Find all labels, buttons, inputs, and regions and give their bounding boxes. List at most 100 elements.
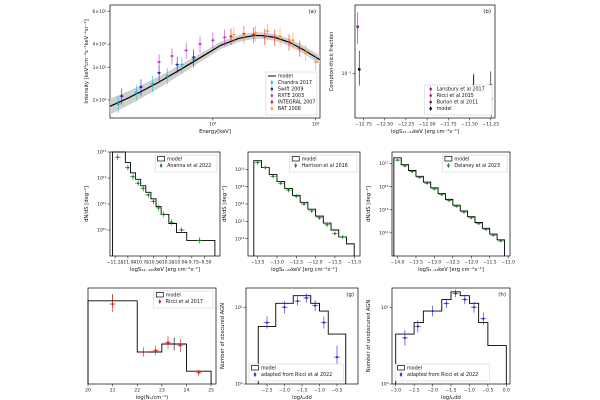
series-ananna-et-al-2022 [114,154,203,244]
data-point [211,39,215,42]
data-point [477,222,480,225]
x-tick-label: 0.0 [503,388,510,394]
x-tick-label: −10.75 [132,260,149,266]
x-tick-label: −12.0 [464,260,478,266]
y-tick-label: 10¹⁵ [379,184,389,190]
x-tick-label: −10.50 [145,260,162,266]
x-tick-label: 20 [85,388,91,394]
data-point [157,206,160,209]
y-axis-label: Compton-thick fraction [329,32,335,92]
series-delaney-et-al-2023 [394,158,504,243]
legend-label: adapted from Ricci et al 2022 [407,372,478,378]
panel-h: −3.0 −2.5 −2.0 −1.5 −1.0 −0.5 0.0 10⁰ 10¹ logλₑdd… [366,287,511,400]
y-axis-label: dN/dS [deg⁻²] [366,186,372,222]
series-chandra-2017 [116,51,196,113]
y-tick-label: 10¹² [235,236,245,242]
legend-marker [429,94,433,97]
legend-marker [429,87,433,91]
legend-swatch [444,156,453,162]
legend-marker [270,107,274,110]
panel-label: (a) [308,9,316,15]
x-tick-label: −11.5 [328,260,342,266]
panel-g: −2.5 −2.0 −1.5 −1.0 −0.5 10⁰ 10¹ logλₑdd Number … [220,287,359,400]
model-line [109,34,321,107]
data-point [166,341,170,344]
data-point [278,35,282,38]
x-tick-label: −0.5 [482,388,493,394]
y-axis-label: Intensity [keV²cm⁻²s⁻¹keV⁻¹sr⁻¹] [84,19,90,103]
legend-marker [270,81,274,84]
series-rxte-2003 [157,29,227,71]
legend-frame [442,154,508,173]
data-point [162,213,165,216]
x-tick-label: −11.25 [107,260,124,266]
y-tick-label: 10⁰ [235,382,243,388]
legend-label: model [407,366,422,372]
data-point [305,296,308,300]
data-point [180,228,183,232]
data-point [287,40,291,44]
data-point [197,371,200,374]
legend-label: model [278,74,293,80]
x-tick-label: −12.5 [446,260,460,266]
x-tick-label: −12.25 [398,122,415,128]
x-axis-label: logλₑdd [292,395,312,400]
x-tick-label: −11.0 [501,260,515,266]
x-tick-label: −12.5 [289,260,303,266]
data-point [440,193,443,196]
x-tick-label: −1.0 [464,388,475,394]
data-point [139,85,143,89]
y-axis-label: Number of unobscured AGN [366,300,372,373]
data-point [403,336,407,340]
axes-frame [354,4,496,119]
data-point [283,306,286,309]
y-tick-label: 10¹⁷ [379,161,389,167]
data-point [157,60,161,64]
data-point [170,54,174,58]
legend-swatch [291,156,300,162]
x-axis-label: logS₁₄₋₁₅₀keV [erg cm⁻²s⁻¹] [130,267,200,273]
y-tick-label: 10¹ [235,305,243,311]
data-point [232,33,236,36]
x-tick-label: 25 [208,388,214,394]
legend-label: model [454,157,469,163]
legend-frame [265,71,318,116]
x-tick-label: 22 [134,388,140,394]
data-point [326,223,329,226]
model-histogram [257,295,347,384]
legend-frame [153,290,214,309]
legend-marker [429,100,433,104]
legend-label: adapted from Ricci et al 2022 [261,372,332,378]
data-point [291,39,295,42]
data-point [131,175,135,178]
legend-swatch [155,292,164,298]
data-point [341,235,344,239]
x-tick-label: −11.50 [461,122,478,128]
y-tick-label: 10¹⁰ [97,228,107,234]
panel-label: (b) [483,9,491,15]
x-tick-label: −3.0 [390,388,401,394]
x-axis-label: logS₃₋₂₄keV [erg cm⁻²s⁻¹] [418,267,484,273]
legend-marker [399,373,403,376]
data-point [157,71,161,75]
data-point [116,102,120,106]
y-axis-label: dN/dS [deg⁻²] [222,186,228,222]
legend-frame [154,154,218,173]
x-tick-label: 10² [312,122,320,128]
data-point [356,25,360,29]
panel-e: −14.0 −13.5 −13.0 −12.5 −12.0 −11.5 −11.0 10¹⁷ 1… [366,151,515,273]
data-point [433,187,436,191]
y-tick-label: 10¹⁵ [235,184,245,190]
legend-label: Delaney et al 2023 [454,163,500,169]
data-point [126,166,130,169]
data-point [492,234,495,237]
y-tick-label: 10¹³ [97,150,107,156]
legend-label: Lansbury et al 2017 [437,87,485,93]
y-tick-label: 10¹ [381,305,389,311]
data-point [264,166,267,169]
x-tick-label: −14.0 [391,260,405,266]
